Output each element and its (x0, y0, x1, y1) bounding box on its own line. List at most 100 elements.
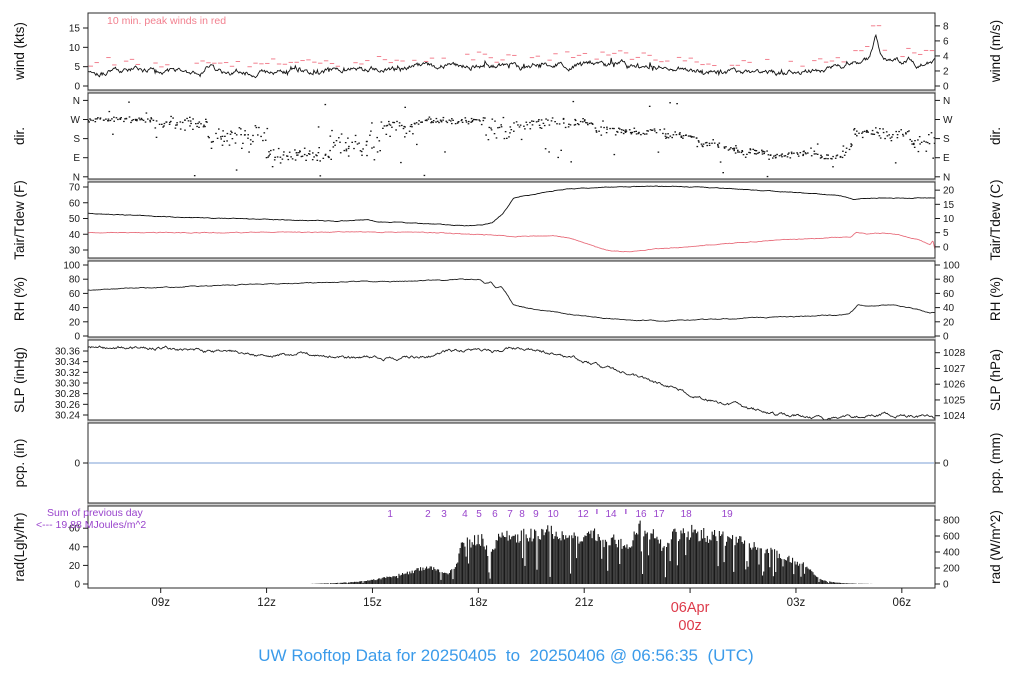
tick-label: 1027 (943, 364, 966, 375)
tick-label: 60 (69, 524, 81, 535)
tick-label: 30.30 (55, 379, 80, 390)
panel-dir (87, 92, 936, 180)
series-line (88, 33, 935, 79)
peak-wind-dashes (88, 25, 935, 68)
tick-label: 80 (943, 275, 955, 286)
rad-milestone-label: 1 (387, 509, 393, 520)
rad-milestone-label: 2 (425, 509, 431, 520)
tick-label: 200 (943, 564, 960, 575)
tick-label: 40 (69, 303, 81, 314)
tick-label: 0 (943, 242, 949, 253)
tick-label: E (73, 153, 80, 164)
series-line (88, 278, 935, 322)
tick-label: 1028 (943, 348, 966, 359)
tick-label: N (73, 96, 80, 107)
x-tick-label: 09z (151, 597, 170, 609)
tick-label: S (943, 134, 950, 145)
x-tick-label: 21z (575, 597, 594, 609)
tick-label: S (73, 134, 80, 145)
panel-temp (87, 181, 936, 259)
tick-label: 30.28 (55, 389, 80, 400)
panel-gap (87, 503, 936, 506)
tick-label: 5 (74, 62, 80, 73)
tick-label: 20 (69, 561, 81, 572)
tick-label: 400 (943, 548, 960, 559)
rad-milestone-label: 18 (681, 509, 693, 520)
tick-label: 10 (943, 214, 955, 225)
axis-label-rad-wm2: rad (W/m^2) (988, 510, 1003, 584)
rad-sum-note-line1: Sum of previous day (47, 507, 143, 519)
rad-milestone-label: 8 (519, 509, 525, 520)
tick-label: 1025 (943, 395, 966, 406)
tick-label: 1024 (943, 411, 966, 422)
tick-label: 80 (69, 275, 81, 286)
axis-label-rad-lgly: rad(Lgly/hr) (12, 512, 27, 581)
tick-label: 30.34 (55, 357, 80, 368)
tick-label: 70 (69, 183, 81, 194)
panel-gap (87, 337, 936, 340)
rad-milestone-label: 9 (533, 509, 539, 520)
rad-milestone-label: 6 (492, 509, 498, 520)
tick-label: 30.32 (55, 368, 80, 379)
panel-gap (87, 90, 936, 93)
tick-label: 1026 (943, 380, 966, 391)
tick-label: 50 (69, 214, 81, 225)
tick-label: 5 (943, 228, 949, 239)
tick-label: 15 (943, 200, 955, 211)
axis-label-dir-right: dir. (988, 127, 1003, 145)
panel-wind (87, 12, 936, 91)
tick-label: 6 (943, 36, 949, 47)
axis-label-pcp-in: pcp. (in) (12, 439, 27, 488)
tick-label: 20 (943, 186, 955, 197)
tick-label: 0 (74, 459, 80, 470)
series-line (88, 345, 935, 420)
tick-label: 20 (943, 317, 955, 328)
tick-label: 600 (943, 532, 960, 543)
rad-milestone-label: 17 (653, 509, 665, 520)
rad-milestone-label: 14 (605, 509, 617, 520)
rad-milestone-label: 19 (722, 509, 734, 520)
rad-milestone-label: 12 (578, 509, 590, 520)
tick-label: 0 (74, 580, 80, 591)
tick-label: 30.36 (55, 347, 80, 358)
tick-label: 60 (69, 198, 81, 209)
axis-label-wind-ms: wind (m/s) (988, 20, 1003, 83)
rad-milestone-label: 10 (548, 509, 560, 520)
tick-label: W (943, 115, 953, 126)
x-date-label: 06Apr (671, 600, 710, 616)
rad-milestone-label: 4 (462, 509, 468, 520)
tick-label: 60 (943, 289, 955, 300)
tick-label: 0 (943, 459, 949, 470)
tick-label: 0 (74, 82, 80, 93)
axis-label-rh-right: RH (%) (988, 277, 1003, 321)
peak-wind-annotation: 10 min. peak winds in red (107, 15, 226, 27)
rad-milestone-label: 16 (635, 509, 647, 520)
series-line (88, 231, 935, 253)
tick-label: 0 (943, 332, 949, 343)
solar-radiation-bars (310, 520, 873, 584)
panel-slp (87, 339, 936, 421)
axis-label-rh-left: RH (%) (12, 277, 27, 321)
axis-label-wind-kts: wind (kts) (12, 22, 27, 81)
tick-label: 10 (69, 43, 81, 54)
panel-rh (87, 260, 936, 338)
tick-label: N (943, 96, 950, 107)
tick-label: 30.24 (55, 411, 80, 422)
tick-label: 60 (69, 289, 81, 300)
tick-label: 100 (943, 261, 960, 272)
axis-label-dir-left: dir. (12, 127, 27, 145)
rad-milestone-label: 3 (441, 509, 447, 520)
tick-label: 100 (63, 261, 80, 272)
axis-label-temp-f: Tair/Tdew (F) (12, 180, 27, 260)
x-date-label-z: 00z (678, 618, 701, 634)
tick-label: 0 (943, 82, 949, 93)
figure-title: UW Rooftop Data for 20250405 to 20250406… (258, 646, 754, 665)
tick-label: 20 (69, 317, 81, 328)
tick-label: N (943, 172, 950, 183)
rad-sum-note-line2: <--- 19.88 MJoules/m^2 (36, 519, 146, 531)
axis-label-temp-c: Tair/Tdew (C) (988, 179, 1003, 260)
tick-label: 8 (943, 21, 949, 32)
axis-label-slp-hpa: SLP (hPa) (988, 349, 1003, 411)
tick-label: 30 (69, 246, 81, 257)
